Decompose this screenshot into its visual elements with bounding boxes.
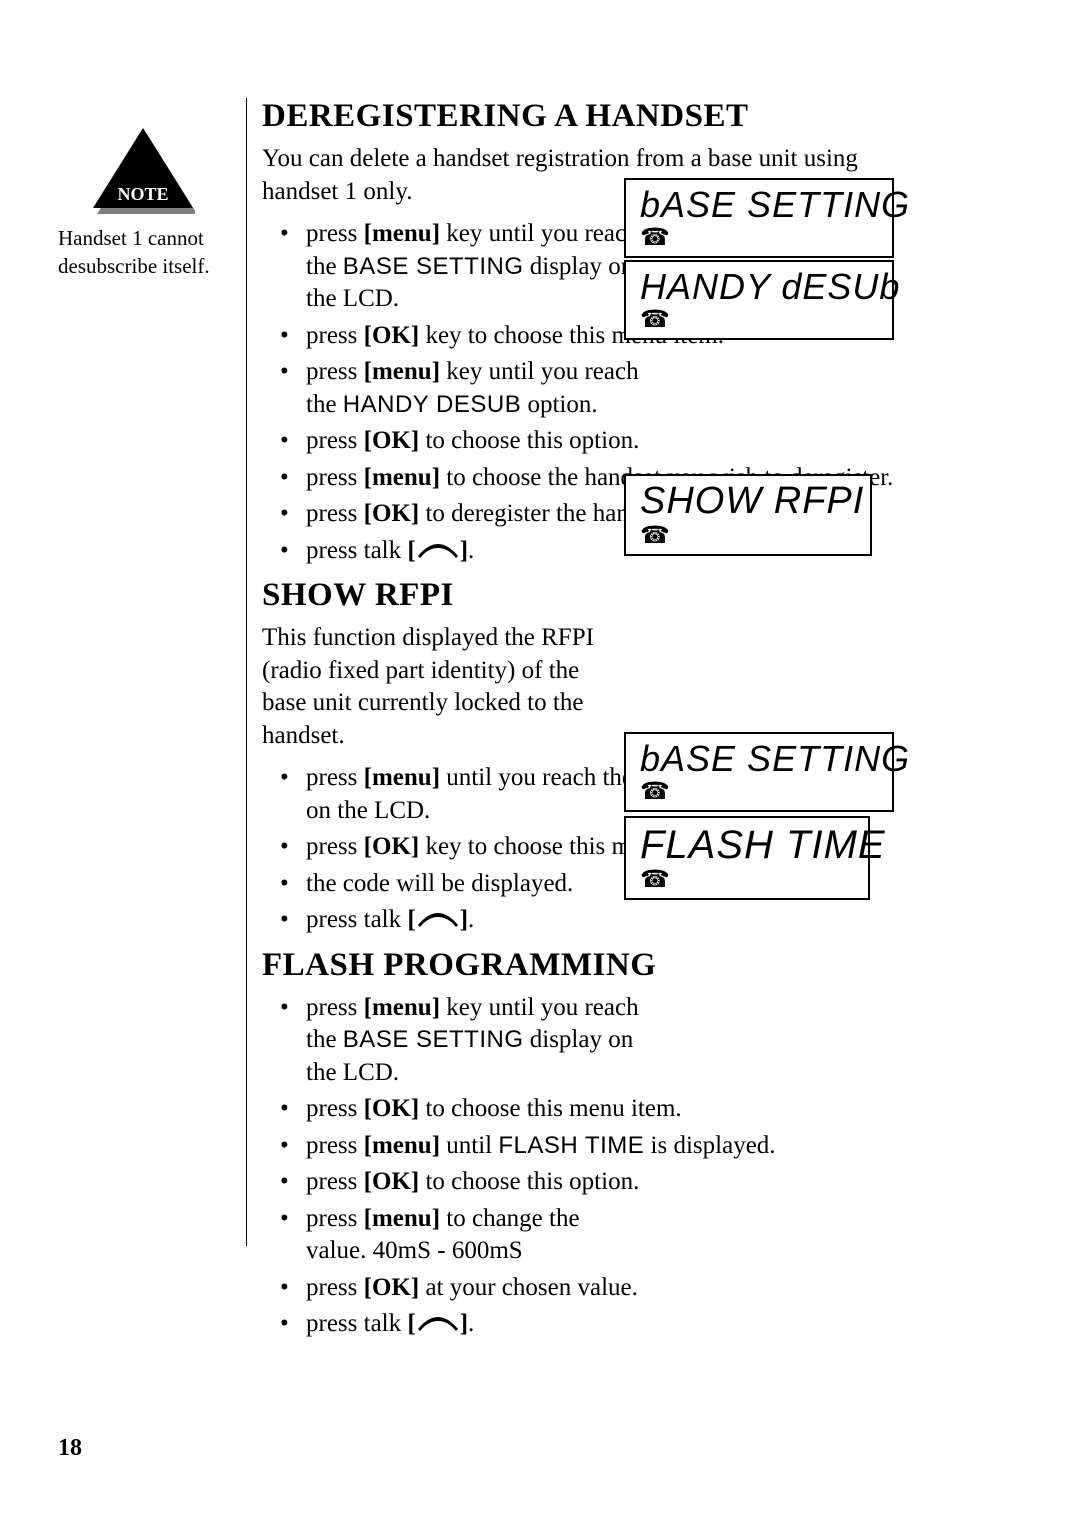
lcd-display-handy-desub: HANDY dESUb☎ (624, 260, 894, 340)
key-label: ] (460, 906, 468, 933)
lcd-display-flash-time: FLASH TIME☎ (624, 816, 870, 900)
note-body-text: Handset 1 cannot desubscribe itself. (58, 224, 228, 281)
lcd-inline-text: FLASH TIME (498, 1132, 644, 1159)
step-item: press [menu] key until you reach the BAS… (290, 992, 650, 1090)
lcd-text: bASE SETTING (640, 186, 878, 224)
lcd-text: HANDY dESUb (640, 268, 878, 306)
page-number: 18 (58, 1435, 82, 1462)
section-heading: DEREGISTERING A HANDSET (262, 98, 874, 135)
key-label: [OK] (364, 833, 420, 860)
lcd-display-base-setting-2: bASE SETTING☎ (624, 732, 894, 812)
vertical-divider (246, 98, 247, 1246)
key-label: ] (460, 1310, 468, 1337)
antenna-icon: ☎ (640, 308, 878, 332)
lcd-inline-text: BASE SETTING (343, 253, 524, 280)
step-item: press [OK] to choose this menu item. (290, 1093, 906, 1126)
section-heading: FLASH PROGRAMMING (262, 947, 874, 984)
key-label: [menu] (364, 1132, 440, 1159)
step-item: press [menu] to change the value. 40mS -… (290, 1203, 646, 1268)
lcd-text: FLASH TIME (640, 824, 854, 866)
lcd-display-base-setting-1: bASE SETTING☎ (624, 178, 894, 258)
key-label: [menu] (364, 464, 440, 491)
step-item: press [menu] key until you reach the BAS… (290, 218, 650, 316)
key-label: [ (407, 537, 415, 564)
key-label: [OK] (364, 427, 420, 454)
key-label: ] (460, 537, 468, 564)
antenna-icon: ☎ (640, 226, 878, 250)
page: NOTE Handset 1 cannot desubscribe itself… (0, 0, 1080, 1522)
key-label: [OK] (364, 1274, 420, 1301)
step-item: press talk []. (290, 1308, 906, 1341)
key-label: [menu] (364, 764, 440, 791)
lcd-text: bASE SETTING (640, 740, 878, 778)
note-triangle-icon: NOTE (91, 128, 195, 212)
lcd-inline-text: HANDY DESUB (343, 391, 521, 418)
key-label: [menu] (364, 994, 440, 1021)
step-list: press [menu] key until you reach the BAS… (262, 992, 874, 1341)
antenna-icon: ☎ (640, 780, 878, 804)
key-label: [menu] (364, 358, 440, 385)
step-item: press [menu] until FLASH TIME is display… (290, 1130, 906, 1163)
step-item: press [OK] to choose this option. (290, 1166, 906, 1199)
key-label: [OK] (364, 1168, 420, 1195)
step-item: press [OK] to choose this option. (290, 425, 906, 458)
lcd-inline-text: BASE SETTING (343, 1026, 524, 1053)
step-item: press [menu] key until you reach the HAN… (290, 356, 650, 421)
lcd-display-show-rfpi: SHOW RFPI☎ (624, 474, 872, 556)
key-label: [OK] (364, 322, 420, 349)
key-label: [menu] (364, 220, 440, 247)
section-intro: This function displayed the RFPI (radio … (262, 622, 612, 752)
sidebar-note: NOTE Handset 1 cannot desubscribe itself… (58, 128, 228, 281)
key-label: [OK] (364, 500, 420, 527)
step-item: press [OK] at your chosen value. (290, 1272, 906, 1305)
lcd-text: SHOW RFPI (640, 482, 856, 522)
note-label: NOTE (117, 184, 168, 204)
step-item: press talk []. (290, 904, 906, 937)
section-heading: SHOW RFPI (262, 577, 874, 614)
key-label: [ (407, 906, 415, 933)
antenna-icon: ☎ (640, 524, 856, 548)
key-label: [menu] (364, 1205, 440, 1232)
key-label: [ (407, 1310, 415, 1337)
antenna-icon: ☎ (640, 868, 854, 892)
key-label: [OK] (364, 1095, 420, 1122)
